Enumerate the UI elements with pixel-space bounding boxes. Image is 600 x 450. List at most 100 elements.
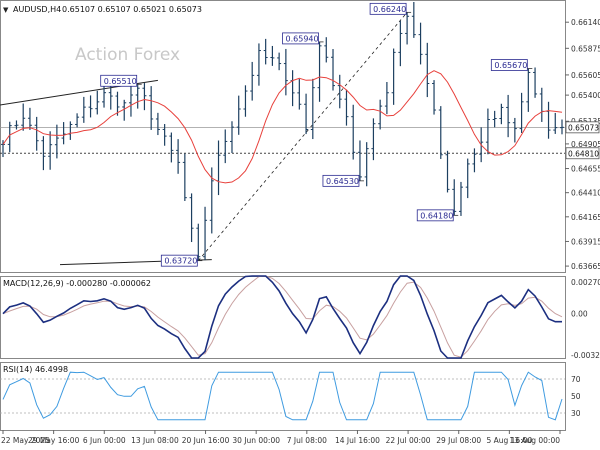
price-bar (189, 193, 194, 243)
x-tick-label: 13 Aug 00:00 (509, 436, 560, 445)
price-tick-label: 0.64905 (571, 140, 600, 149)
macd-line (2, 275, 562, 359)
price-bar (411, 1, 416, 38)
price-bar (162, 124, 167, 146)
price-bar (452, 179, 457, 216)
rsi-panel: RSI(14) 46.4998 70 50 30 (0, 362, 581, 431)
dashed-trend-line (198, 12, 408, 261)
price-bar (445, 150, 450, 193)
price-bar (88, 95, 93, 118)
price-bar (499, 103, 504, 125)
macd-panel: MACD(12,26,9) -0.000280 -0.000062 0.00270… (0, 275, 600, 360)
rsi-tick-label: 70 (571, 375, 581, 384)
price-bar (75, 113, 80, 128)
price-bar (203, 206, 208, 261)
price-bar (236, 95, 241, 135)
x-tick-label: 6 Jun 00:00 (83, 436, 126, 445)
price-bar (41, 136, 46, 171)
ohlc-readout: 0.65107 0.65107 0.65021 0.65073 (62, 5, 202, 14)
x-tick-label: 29 Jul 08:00 (436, 436, 481, 445)
price-bar (223, 129, 228, 164)
title-arrow-icon: ▼ (3, 6, 9, 14)
price-bar (384, 81, 389, 115)
price-tick-label: 0.65400 (571, 91, 600, 100)
price-bar (357, 140, 362, 181)
price-bar (135, 84, 140, 109)
swing-label-box (160, 254, 198, 267)
price-bar (465, 158, 470, 199)
price-tick-label: 0.63665 (571, 262, 600, 271)
rsi-frame (0, 362, 566, 431)
price-bar (297, 79, 302, 110)
swing-label: 0.65670 (490, 59, 533, 71)
price-tick-label: 0.65875 (571, 44, 600, 53)
price-bar (155, 112, 160, 136)
price-bar (391, 48, 396, 105)
support-price-tag-box (565, 147, 600, 160)
price-bar (263, 38, 268, 65)
price-bar (472, 148, 477, 173)
swing-label-box (282, 32, 319, 45)
x-tick-label: 20 Jun 16:00 (182, 436, 230, 445)
price-bar (95, 90, 100, 115)
rsi-tick-label: 30 (571, 409, 581, 418)
price-bar (115, 91, 120, 116)
x-tick-label: 30 Jun 00:00 (232, 436, 280, 445)
support-price-tag-text: 0.64810 (568, 149, 599, 158)
swing-label-box (416, 209, 454, 222)
price-bar (398, 20, 403, 67)
price-bar (142, 83, 147, 111)
price-bar (169, 132, 174, 163)
x-tick-label: 22 May 2025 (1, 436, 50, 445)
swing-label-box (100, 74, 138, 87)
swing-label-text: 0.64180 (420, 211, 453, 220)
price-bar (182, 153, 187, 202)
price-tick-label: 0.64410 (571, 189, 600, 198)
swing-label-box (490, 59, 528, 71)
price-bar (364, 142, 369, 187)
price-bar (122, 99, 127, 121)
swing-label-box (369, 2, 407, 15)
moving-average-line (2, 70, 563, 184)
price-tick-label: 0.63915 (571, 237, 600, 246)
swing-label: 0.65940 (282, 32, 324, 45)
swing-label: 0.63720 (160, 254, 203, 267)
price-bar (533, 67, 538, 98)
swing-label: 0.64180 (416, 209, 459, 222)
swing-label: 0.65510 (100, 74, 142, 87)
price-bar (176, 139, 181, 174)
price-bar (371, 118, 376, 161)
price-bar (344, 89, 349, 126)
price-bar (61, 122, 66, 145)
price-bar (34, 116, 39, 151)
price-tick-label: 0.65605 (571, 71, 600, 80)
x-tick-label: 13 Jun 08:00 (131, 436, 179, 445)
price-bar (149, 86, 154, 130)
price-bar (310, 78, 315, 140)
price-bar (405, 12, 410, 45)
price-bar (250, 61, 255, 101)
rsi-title: RSI(14) 46.4998 (3, 365, 68, 374)
price-bar (560, 119, 564, 135)
price-bar (519, 92, 524, 133)
swing-label-text: 0.63720 (164, 257, 197, 266)
price-bar (351, 104, 356, 160)
price-bar (425, 42, 430, 98)
price-frame (0, 0, 566, 273)
rsi-tick-label: 50 (571, 392, 581, 401)
price-bar (14, 120, 19, 130)
current-price-tag: 0.65073 (565, 121, 600, 134)
price-bar (506, 94, 511, 138)
swing-label-box (322, 174, 360, 187)
watermark: Action Forex (75, 45, 180, 65)
price-bar (81, 96, 86, 123)
price-bar (458, 181, 463, 216)
macd-tick-label: -0.003241 (571, 351, 600, 360)
swing-label-text: 0.66240 (373, 5, 406, 14)
current-price-tag-text: 0.65073 (568, 123, 599, 132)
x-tick-label: 5 Aug 16:00 (486, 436, 532, 445)
price-bar (337, 74, 342, 109)
support-price-tag: 0.64810 (565, 147, 600, 160)
price-bar (48, 131, 53, 170)
